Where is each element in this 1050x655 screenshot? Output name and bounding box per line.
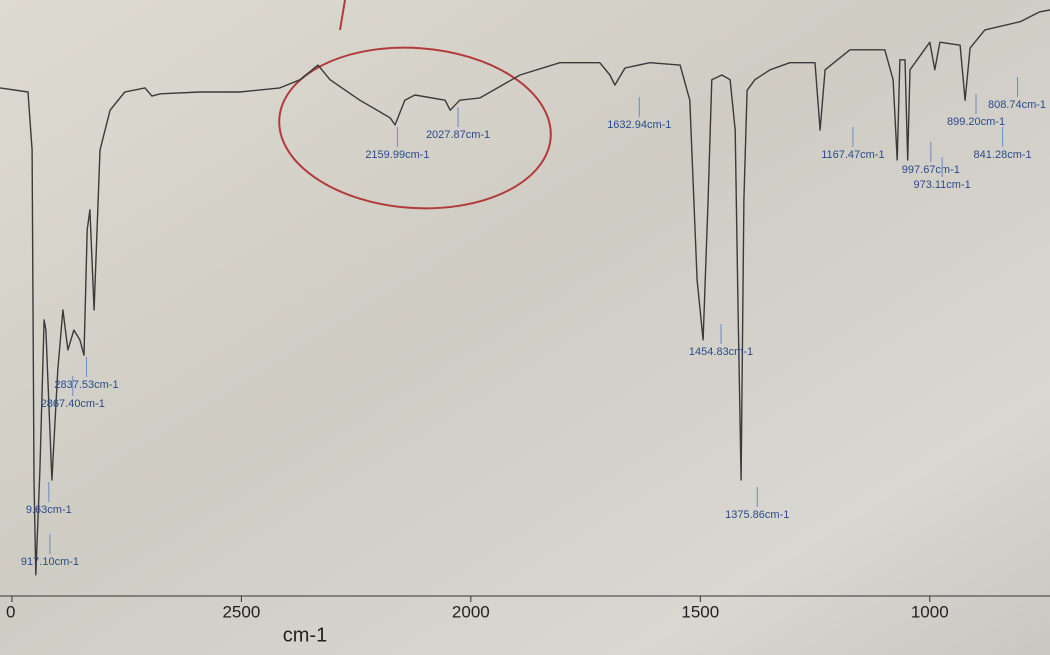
peak-label: 2159.99cm-1 [365,149,429,161]
x-tick-label: 1000 [911,602,949,621]
peak-label: 899.20cm-1 [947,116,1005,128]
peak-label: 2027.87cm-1 [426,129,490,141]
peak-label: 841.28cm-1 [974,149,1032,161]
x-tick-label: 1500 [681,602,719,621]
peak-label: 9.63cm-1 [26,504,72,516]
peak-label: 808.74cm-1 [988,99,1046,111]
peak-label: 2837.53cm-1 [54,379,118,391]
x-tick-label: 0 [6,602,15,621]
peak-label: 973.11cm-1 [913,179,970,191]
x-tick-label: 2000 [452,602,490,621]
x-axis-label: cm-1 [283,624,327,646]
page: {"chart_data": { "type": "line", "x_labe… [0,0,1050,655]
peak-label: 1454.83cm-1 [689,346,753,358]
paper-background [0,0,1050,655]
peak-label: 2867.40cm-1 [41,398,105,410]
peak-label: 1375.86cm-1 [725,509,789,521]
peak-label: 1167.47cm-1 [821,149,884,161]
peak-label: 917.10cm-1 [21,556,79,568]
peak-label: 997.67cm-1 [902,164,960,176]
peak-label: 1632.94cm-1 [607,119,671,131]
x-tick-label: 2500 [222,602,260,621]
chart: cm-1 0 2500 2000 1500 1000 2159.99cm-1 2027.87… [0,0,1050,655]
